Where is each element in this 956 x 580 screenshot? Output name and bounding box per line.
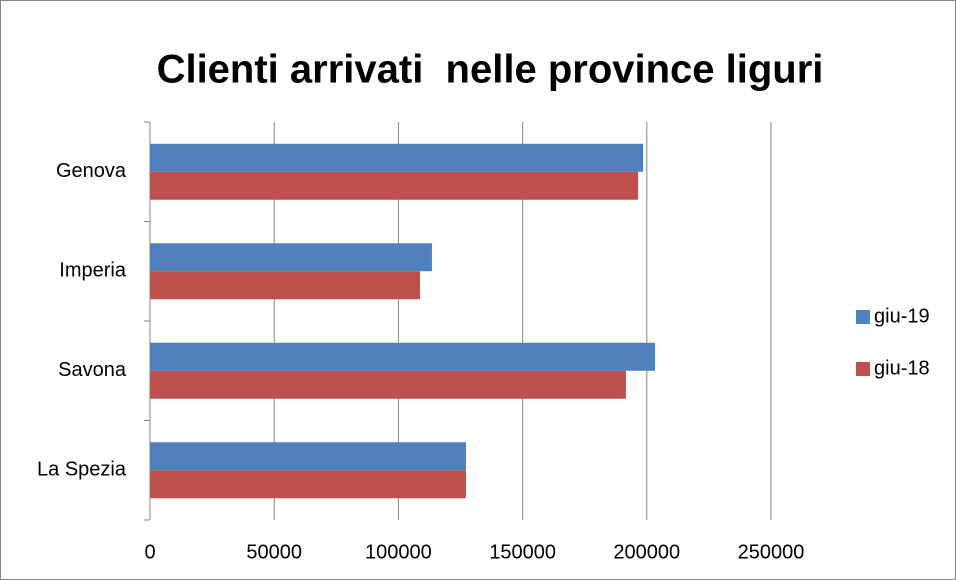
y-tick-label: Genova xyxy=(56,160,127,182)
y-tick-label: La Spezia xyxy=(37,459,127,481)
legend-label: giu-19 xyxy=(874,305,930,327)
x-tick-label: 250000 xyxy=(738,541,805,563)
chart-title: Clienti arrivati nelle province liguri xyxy=(157,48,824,92)
bar xyxy=(150,442,466,471)
bar xyxy=(150,243,432,272)
bar xyxy=(150,171,639,200)
x-tick-label: 200000 xyxy=(613,541,680,563)
legend-swatch xyxy=(856,362,870,376)
x-tick-label: 100000 xyxy=(365,541,432,563)
legend-swatch xyxy=(856,310,870,324)
x-tick-label: 50000 xyxy=(246,541,302,563)
x-tick-label: 0 xyxy=(144,541,155,563)
bar xyxy=(150,470,466,499)
y-tick-label: Imperia xyxy=(59,260,127,282)
bar xyxy=(150,370,626,399)
y-tick-label: Savona xyxy=(58,359,127,381)
bar xyxy=(150,271,421,300)
legend-label: giu-18 xyxy=(874,357,930,379)
bar xyxy=(150,342,655,371)
bar xyxy=(150,143,644,172)
x-tick-label: 150000 xyxy=(489,541,556,563)
